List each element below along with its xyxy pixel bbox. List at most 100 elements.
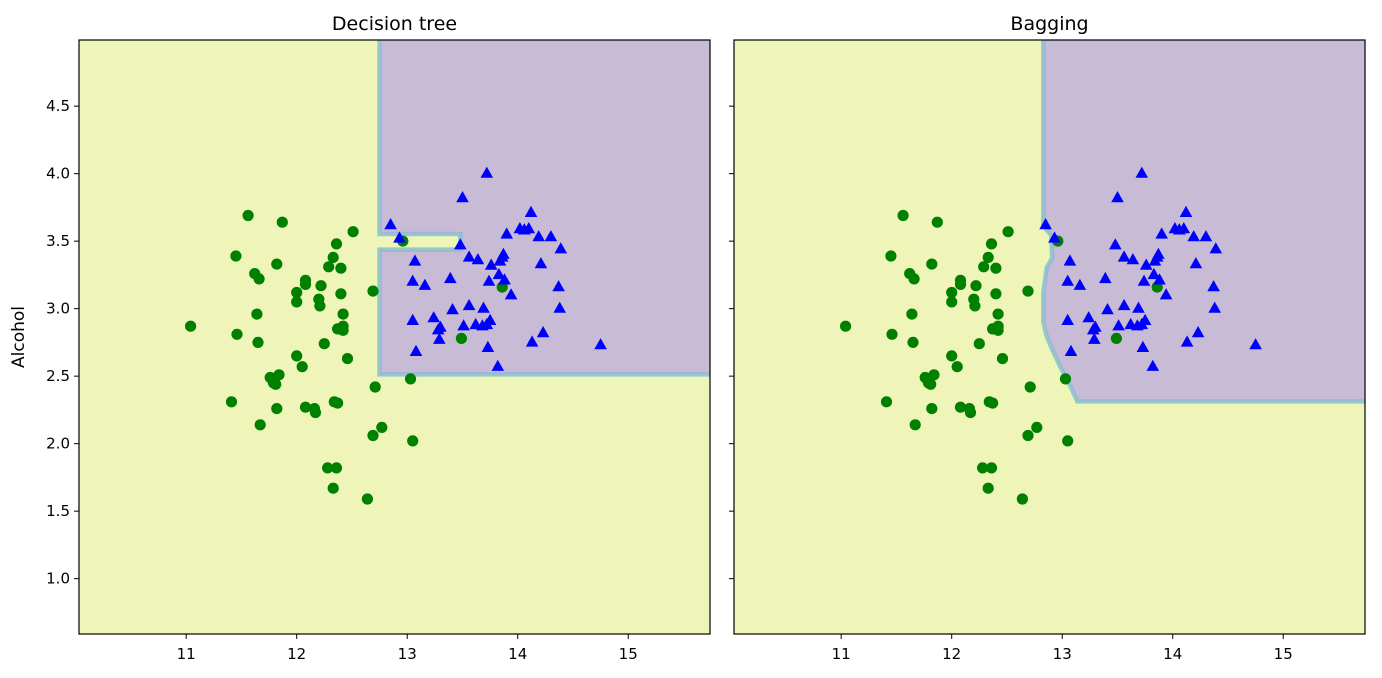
class-1-point bbox=[1153, 273, 1166, 285]
class-0-point bbox=[315, 280, 327, 292]
class-1-point bbox=[406, 274, 419, 286]
bagging-panel: Bagging 11 12 13 14 15 bbox=[729, 13, 1366, 663]
class-1-point bbox=[1117, 250, 1131, 262]
class-0-point bbox=[908, 273, 920, 285]
class-1-point bbox=[1132, 301, 1145, 313]
class-1-point bbox=[477, 301, 490, 313]
class-0-point bbox=[978, 261, 990, 273]
bagging-class-1-region bbox=[1041, 40, 1365, 404]
class-1-point bbox=[1173, 223, 1186, 235]
class-0-point bbox=[367, 285, 379, 297]
class-1-point bbox=[1147, 267, 1161, 280]
bagging-frame bbox=[733, 39, 1366, 635]
class-0-point bbox=[969, 300, 981, 312]
class-1-point bbox=[504, 288, 518, 300]
bagging-title: Bagging bbox=[1010, 13, 1088, 35]
class-0-point bbox=[291, 350, 303, 362]
class-1-point bbox=[1111, 191, 1124, 203]
decision-tree-y-axis: 1.0 1.5 2.0 2.5 3.0 3.5 4.0 4.5 bbox=[46, 97, 79, 588]
class-0-point bbox=[985, 238, 998, 250]
class-0-point bbox=[327, 251, 339, 263]
class-0-point bbox=[323, 261, 335, 273]
class-0-point bbox=[299, 401, 312, 413]
bagging-class-1-area bbox=[1045, 40, 1365, 400]
class-0-point bbox=[992, 308, 1004, 320]
class-0-point bbox=[990, 262, 1002, 274]
class-1-point bbox=[462, 298, 476, 311]
class-0-point bbox=[926, 258, 938, 270]
class-1-point bbox=[408, 254, 422, 266]
class-0-point bbox=[254, 419, 266, 431]
class-0-point bbox=[954, 274, 967, 286]
class-1-point bbox=[1199, 230, 1213, 242]
class-0-point bbox=[1031, 421, 1043, 433]
class-1-point bbox=[1039, 218, 1052, 230]
class-1-point bbox=[1187, 230, 1200, 242]
class-0-point bbox=[946, 286, 958, 299]
class-0-point bbox=[946, 296, 958, 308]
class-0-point bbox=[990, 288, 1002, 300]
class-0-point bbox=[251, 308, 263, 320]
class-1-point bbox=[1146, 359, 1160, 371]
class-0-point bbox=[946, 350, 958, 362]
class-1-point bbox=[409, 344, 423, 356]
y-tick-label: 4.0 bbox=[46, 165, 70, 183]
class-1-point bbox=[1099, 271, 1112, 284]
class-1-point bbox=[1089, 320, 1102, 332]
class-1-point bbox=[1061, 274, 1074, 286]
class-0-point bbox=[880, 396, 893, 408]
class-0-point bbox=[231, 328, 243, 340]
class-1-point bbox=[480, 166, 494, 178]
class-1-point bbox=[1073, 278, 1087, 290]
class-0-point bbox=[367, 429, 379, 442]
class-1-point bbox=[1112, 319, 1125, 331]
class-1-point bbox=[444, 271, 457, 284]
class-1-point bbox=[500, 227, 513, 239]
class-1-point bbox=[418, 278, 432, 290]
decision-tree-class-1-region bbox=[377, 40, 710, 377]
bagging-markers bbox=[840, 166, 1262, 505]
class-0-point bbox=[1024, 381, 1036, 393]
class-1-point bbox=[1048, 231, 1061, 243]
class-0-point bbox=[276, 216, 288, 228]
class-0-point bbox=[970, 280, 982, 292]
bagging-x-axis: 11 12 13 14 15 bbox=[832, 634, 1293, 663]
class-1-point bbox=[1063, 254, 1077, 266]
class-1-point bbox=[1180, 335, 1194, 347]
class-0-point bbox=[330, 462, 343, 474]
class-0-point bbox=[1059, 373, 1072, 385]
y-tick-label: 4.5 bbox=[46, 97, 70, 115]
class-0-point bbox=[985, 462, 998, 474]
class-1-point bbox=[1155, 227, 1168, 239]
y-tick-label: 2.0 bbox=[46, 435, 70, 453]
class-0-point bbox=[931, 216, 943, 228]
class-1-point bbox=[544, 230, 558, 242]
class-0-point bbox=[291, 296, 303, 308]
class-0-point bbox=[337, 308, 349, 320]
class-0-point bbox=[314, 300, 326, 312]
y-tick-label: 1.5 bbox=[46, 502, 70, 520]
class-1-point bbox=[483, 313, 497, 325]
decision-tree-class-1-area bbox=[381, 40, 710, 373]
class-0-point bbox=[407, 435, 419, 447]
class-1-point bbox=[471, 253, 485, 265]
y-tick-label: 2.5 bbox=[46, 367, 70, 385]
x-tick-label: 12 bbox=[287, 645, 306, 663]
decision-tree-markers bbox=[185, 166, 607, 505]
class-0-point bbox=[906, 308, 918, 320]
class-0-point bbox=[992, 324, 1004, 336]
x-tick-label: 15 bbox=[1274, 645, 1293, 663]
class-0-point bbox=[225, 396, 238, 408]
class-1-point bbox=[1061, 313, 1074, 325]
class-1-point bbox=[497, 247, 510, 259]
class-1-point bbox=[1152, 247, 1165, 259]
class-0-point bbox=[1062, 435, 1074, 447]
class-1-point bbox=[552, 280, 565, 292]
class-1-point bbox=[1082, 311, 1095, 323]
class-0-point bbox=[327, 482, 339, 494]
class-1-point bbox=[434, 320, 447, 332]
x-tick-label: 13 bbox=[398, 645, 417, 663]
class-0-point bbox=[886, 328, 898, 340]
class-0-point bbox=[271, 258, 283, 270]
